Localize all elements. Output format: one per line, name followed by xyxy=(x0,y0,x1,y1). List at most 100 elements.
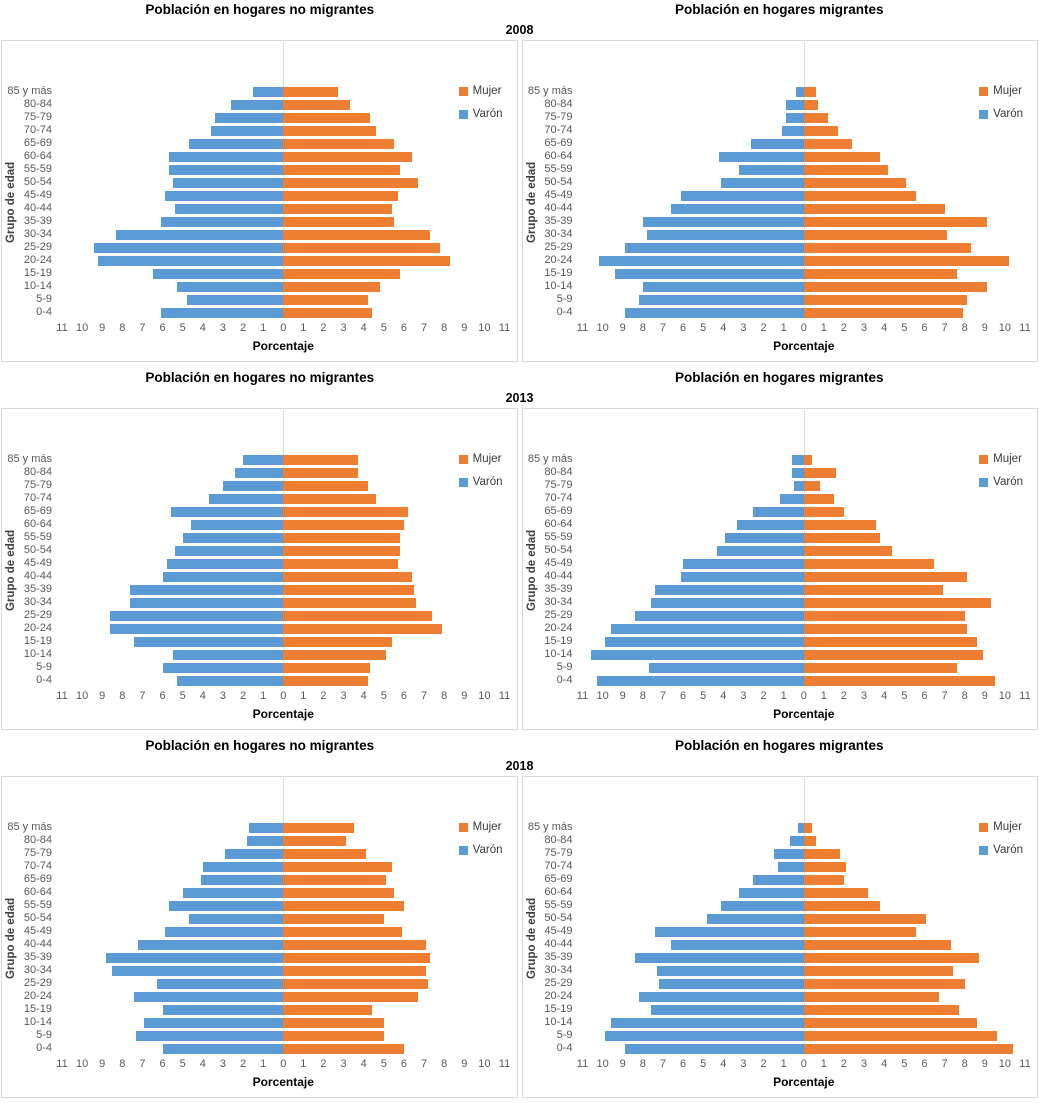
year-label: 2018 xyxy=(505,759,534,773)
left-half xyxy=(62,255,284,266)
left-half xyxy=(62,584,284,595)
bar-mujer xyxy=(803,545,893,556)
x-tick-label: 0 xyxy=(800,1058,807,1070)
age-tick-label: 15-19 xyxy=(544,267,573,279)
bar-mujer xyxy=(283,636,392,647)
age-tick-label: 35-39 xyxy=(23,951,52,963)
bar-varon xyxy=(110,610,284,621)
x-axis-ticks: 11 10 9 8 7 6 5 4 3 2 1 0 1 2 3 4 5 6 7 8 9 10 11 xyxy=(577,687,1031,707)
x-tick-label: 8 xyxy=(639,322,646,334)
age-axis-labels: 85 y más 80-84 75-79 70-74 65-69 60-64 55-59 50… xyxy=(2,777,62,1055)
legend-swatch-icon xyxy=(458,454,468,464)
legend-swatch-icon xyxy=(979,477,989,487)
x-tick-label: 11 xyxy=(1019,1058,1031,1070)
x-tick-label: 10 xyxy=(75,1058,89,1070)
bar-row xyxy=(62,1016,505,1029)
legend-item-mujer: Mujer xyxy=(979,821,1023,833)
bar-row xyxy=(62,293,505,306)
x-tick-label: 7 xyxy=(420,1058,428,1070)
right-half xyxy=(283,255,504,266)
left-half xyxy=(583,99,804,110)
age-axis-labels: 85 y más 80-84 75-79 70-74 65-69 60-64 55-59 50… xyxy=(2,409,62,687)
left-half xyxy=(62,307,284,318)
bar-row xyxy=(583,544,1026,557)
left-half xyxy=(62,887,284,898)
legend: Mujer Varón xyxy=(458,85,503,131)
x-tick-label: 10 xyxy=(596,322,609,334)
legend-item-mujer: Mujer xyxy=(458,821,503,833)
age-tick-label: 70-74 xyxy=(544,492,573,504)
age-tick-label: 0-4 xyxy=(36,674,52,686)
right-half xyxy=(803,991,1025,1002)
bar-varon xyxy=(243,454,284,465)
x-tick-label: 5 xyxy=(179,1058,186,1070)
bar-row xyxy=(62,163,505,176)
bar-varon xyxy=(719,151,804,162)
right-half xyxy=(283,991,504,1002)
left-half xyxy=(583,662,804,673)
legend-swatch-icon xyxy=(979,822,989,832)
left-half xyxy=(583,467,804,478)
bar-row xyxy=(62,531,505,544)
bar-mujer xyxy=(803,164,889,175)
age-tick-label: 25-29 xyxy=(544,609,573,621)
x-tick-label: 2 xyxy=(840,1058,848,1070)
bar-mujer xyxy=(283,151,412,162)
bar-row xyxy=(62,466,505,479)
bar-varon xyxy=(188,138,284,149)
left-half xyxy=(583,822,804,833)
bar-mujer xyxy=(803,151,881,162)
right-half xyxy=(803,584,1025,595)
bar-varon xyxy=(650,1004,804,1015)
right-half xyxy=(283,125,504,136)
bar-varon xyxy=(638,991,804,1002)
bar-mujer xyxy=(283,216,394,227)
bar-row xyxy=(62,85,505,98)
x-tick-label: 7 xyxy=(659,322,667,334)
pyramid-chart-2008-no-migrantes: Grupo de edad 85 y más 80-84 75-79 70-74 65-6… xyxy=(1,40,518,362)
bar-mujer xyxy=(803,216,987,227)
bar-row xyxy=(583,1003,1026,1016)
bar-row xyxy=(583,189,1026,202)
left-half xyxy=(583,887,804,898)
age-tick-label: 65-69 xyxy=(23,873,52,885)
y-axis-title: Grupo de edad xyxy=(5,529,17,611)
bar-mujer xyxy=(803,294,967,305)
bar-mujer xyxy=(283,454,358,465)
bar-row xyxy=(62,821,505,834)
bar-row xyxy=(62,596,505,609)
left-half xyxy=(62,242,284,253)
left-half xyxy=(583,190,804,201)
right-half xyxy=(803,623,1025,634)
right-half xyxy=(803,203,1025,214)
x-tick-label: 9 xyxy=(619,1058,626,1070)
bar-row xyxy=(583,479,1026,492)
right-half xyxy=(283,848,504,859)
x-tick-label: 1 xyxy=(820,322,827,334)
x-tick-label: 6 xyxy=(400,690,407,702)
age-tick-label: 50-54 xyxy=(23,176,52,188)
bar-varon xyxy=(671,203,804,214)
bar-varon xyxy=(222,480,284,491)
bar-mujer xyxy=(283,1017,384,1028)
left-half xyxy=(62,545,284,556)
bar-mujer xyxy=(283,675,368,686)
left-half xyxy=(583,571,804,582)
right-half xyxy=(803,307,1025,318)
right-half xyxy=(803,1004,1025,1015)
x-tick-label: 4 xyxy=(720,1058,727,1070)
bar-mujer xyxy=(283,623,443,634)
bars-area: Mujer Varón xyxy=(583,777,1026,1055)
age-tick-label: 55-59 xyxy=(23,899,52,911)
x-tick-label: 5 xyxy=(901,1058,908,1070)
bar-varon xyxy=(681,571,804,582)
left-half xyxy=(62,848,284,859)
titles-row: Población en hogares no migrantes Poblac… xyxy=(0,736,1039,759)
bar-varon xyxy=(112,965,284,976)
bar-row xyxy=(583,899,1026,912)
right-half xyxy=(803,874,1025,885)
x-tick-label: 6 xyxy=(400,1058,407,1070)
right-half xyxy=(803,545,1025,556)
age-tick-label: 75-79 xyxy=(23,847,52,859)
bar-mujer xyxy=(283,177,418,188)
